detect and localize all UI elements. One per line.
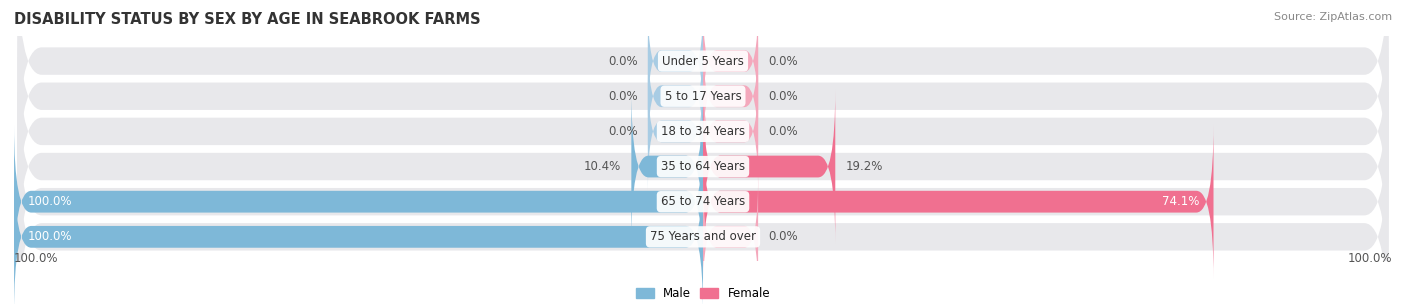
FancyBboxPatch shape xyxy=(703,125,1213,279)
FancyBboxPatch shape xyxy=(703,90,835,244)
FancyBboxPatch shape xyxy=(17,22,1389,241)
FancyBboxPatch shape xyxy=(14,160,703,304)
Legend: Male, Female: Male, Female xyxy=(631,283,775,304)
Text: 10.4%: 10.4% xyxy=(583,160,621,173)
Text: 0.0%: 0.0% xyxy=(607,55,637,67)
Text: 75 Years and over: 75 Years and over xyxy=(650,230,756,243)
FancyBboxPatch shape xyxy=(703,2,758,120)
Text: 0.0%: 0.0% xyxy=(607,125,637,138)
Text: 65 to 74 Years: 65 to 74 Years xyxy=(661,195,745,208)
Text: 5 to 17 Years: 5 to 17 Years xyxy=(665,90,741,103)
Text: 19.2%: 19.2% xyxy=(845,160,883,173)
FancyBboxPatch shape xyxy=(648,37,703,156)
FancyBboxPatch shape xyxy=(648,72,703,191)
FancyBboxPatch shape xyxy=(703,72,758,191)
FancyBboxPatch shape xyxy=(14,125,703,279)
Text: 74.1%: 74.1% xyxy=(1163,195,1199,208)
Text: 0.0%: 0.0% xyxy=(607,90,637,103)
FancyBboxPatch shape xyxy=(631,90,703,244)
FancyBboxPatch shape xyxy=(17,127,1389,304)
FancyBboxPatch shape xyxy=(703,37,758,156)
Text: 18 to 34 Years: 18 to 34 Years xyxy=(661,125,745,138)
Text: 100.0%: 100.0% xyxy=(1347,252,1392,265)
FancyBboxPatch shape xyxy=(17,92,1389,304)
Text: Source: ZipAtlas.com: Source: ZipAtlas.com xyxy=(1274,12,1392,22)
Text: 100.0%: 100.0% xyxy=(14,252,59,265)
Text: DISABILITY STATUS BY SEX BY AGE IN SEABROOK FARMS: DISABILITY STATUS BY SEX BY AGE IN SEABR… xyxy=(14,12,481,27)
Text: 35 to 64 Years: 35 to 64 Years xyxy=(661,160,745,173)
Text: 0.0%: 0.0% xyxy=(769,90,799,103)
FancyBboxPatch shape xyxy=(17,0,1389,206)
Text: 100.0%: 100.0% xyxy=(28,230,72,243)
FancyBboxPatch shape xyxy=(17,0,1389,171)
Text: 0.0%: 0.0% xyxy=(769,125,799,138)
Text: Under 5 Years: Under 5 Years xyxy=(662,55,744,67)
Text: 0.0%: 0.0% xyxy=(769,230,799,243)
Text: 100.0%: 100.0% xyxy=(28,195,72,208)
Text: 0.0%: 0.0% xyxy=(769,55,799,67)
FancyBboxPatch shape xyxy=(648,2,703,120)
FancyBboxPatch shape xyxy=(17,57,1389,276)
FancyBboxPatch shape xyxy=(703,178,758,296)
